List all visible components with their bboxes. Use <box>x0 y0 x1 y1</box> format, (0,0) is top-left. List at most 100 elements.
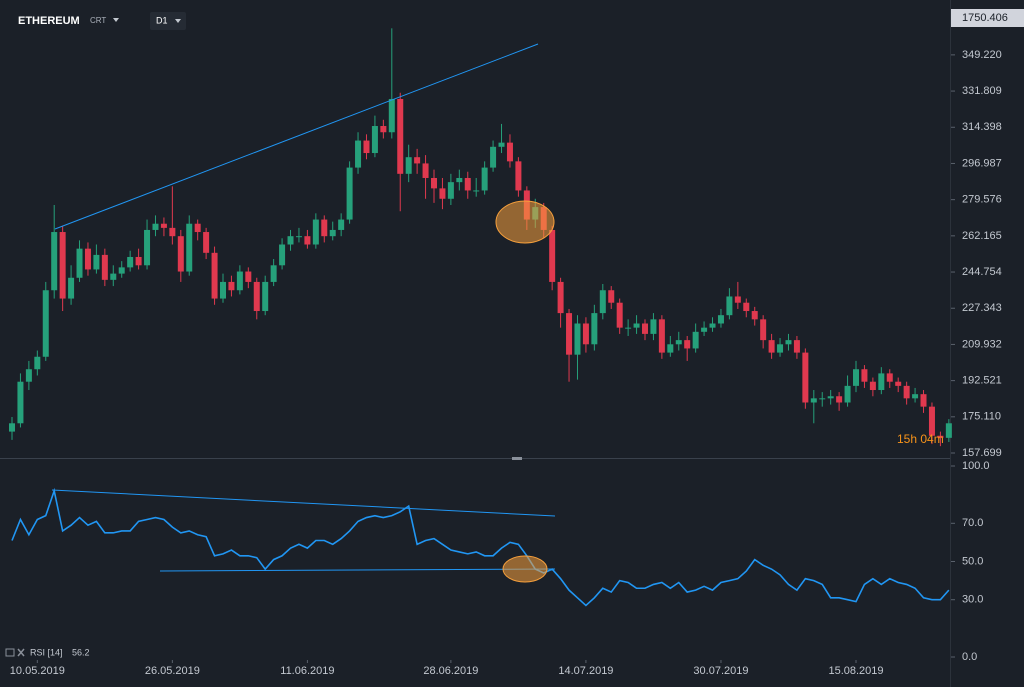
candle-body <box>456 177 463 183</box>
candle-body <box>93 254 100 270</box>
candle-body <box>211 252 218 299</box>
rsi-line <box>11 487 950 607</box>
candle-body <box>717 315 724 324</box>
candle-body <box>304 236 311 245</box>
candle-body <box>591 313 598 345</box>
candle-body <box>431 177 437 189</box>
candle-body <box>582 323 589 345</box>
candle-body <box>768 340 775 353</box>
candle-body <box>228 281 235 291</box>
candle-body <box>473 190 480 192</box>
candle-body <box>895 381 902 386</box>
dropdown-arrow[interactable] <box>175 19 181 23</box>
candle-body <box>380 126 387 133</box>
candle-body <box>777 344 784 353</box>
y-tick-label: 244.754 <box>962 266 1002 278</box>
indicator-name: RSI [14] <box>30 647 63 657</box>
y-tick-label: 262.165 <box>962 230 1002 242</box>
y-tick-label: 209.932 <box>962 338 1002 350</box>
indicator-close-icon[interactable] <box>17 648 25 657</box>
candle-body <box>101 254 108 280</box>
y-tick-label: 349.220 <box>962 49 1002 61</box>
candle-body <box>616 302 623 328</box>
candle-body <box>279 244 286 266</box>
symbol[interactable]: ETHEREUM <box>18 15 80 27</box>
candle-body <box>599 290 606 314</box>
y-tick-label: 331.809 <box>962 85 1002 97</box>
x-tick-label: 28.06.2019 <box>423 665 478 677</box>
candle-body <box>135 256 142 266</box>
y-tick-label: 100.0 <box>962 460 990 472</box>
candle-body <box>144 229 151 266</box>
candle-body <box>684 340 691 349</box>
candle-body <box>84 248 91 270</box>
candle-body <box>447 182 454 199</box>
candle-body <box>110 273 117 280</box>
candle-body <box>355 140 362 168</box>
candle-body <box>346 167 353 220</box>
candle-body <box>650 319 657 334</box>
x-tick-label: 15.08.2019 <box>828 665 883 677</box>
candle-body <box>177 236 184 272</box>
trend-line <box>54 43 539 230</box>
y-tick-label: 157.699 <box>962 447 1002 459</box>
x-tick-label: 30.07.2019 <box>693 665 748 677</box>
candle-body <box>912 394 919 399</box>
candle-body <box>270 265 277 282</box>
highlight-ellipse <box>495 200 555 244</box>
candle-body <box>506 142 513 162</box>
candle-body <box>557 281 564 314</box>
x-tick-label: 10.05.2019 <box>10 665 65 677</box>
candle-body <box>152 223 159 230</box>
highlight-ellipse <box>502 555 548 583</box>
candle-body <box>692 331 699 349</box>
indicator-value: 56.2 <box>72 647 90 657</box>
timeframe-box[interactable] <box>150 12 186 30</box>
dropdown-arrow[interactable] <box>113 18 119 22</box>
candle-body <box>186 223 193 272</box>
candle-body <box>793 340 800 353</box>
candle-body <box>220 281 226 299</box>
candle-body <box>321 219 328 237</box>
candle-body <box>51 232 58 291</box>
candle-body <box>658 319 665 353</box>
panel-resize-handle[interactable] <box>512 457 522 460</box>
candle-body <box>34 356 41 370</box>
trend-line <box>51 489 556 517</box>
candle-body <box>160 223 167 228</box>
candle-body <box>312 219 319 245</box>
candle-body <box>295 236 302 238</box>
price-tag: 1750.406 <box>962 12 1008 24</box>
candle-body <box>42 290 49 357</box>
candle-body <box>625 327 632 329</box>
candle-body <box>920 394 927 407</box>
candle-body <box>287 236 294 245</box>
candle-body <box>464 177 471 191</box>
y-tick-label: 50.0 <box>962 555 983 567</box>
x-tick-label: 14.07.2019 <box>558 665 613 677</box>
candle-body <box>127 256 134 268</box>
y-tick-label: 30.0 <box>962 594 983 606</box>
candle-body <box>903 385 910 399</box>
candle-body <box>608 290 615 303</box>
candle-body <box>709 323 716 328</box>
candle-body <box>414 157 421 164</box>
candle-body <box>760 319 767 341</box>
candle-body <box>262 281 269 312</box>
candle-body <box>869 381 876 391</box>
indicator-icon[interactable] <box>5 648 15 657</box>
candle-body <box>397 98 404 174</box>
timeframe[interactable]: D1 <box>156 15 168 25</box>
candle-body <box>836 396 843 403</box>
candle-body <box>169 227 176 237</box>
candle-body <box>68 277 75 299</box>
annotations <box>51 43 556 583</box>
chart-style[interactable]: CRT <box>90 16 106 25</box>
candle-body <box>329 229 336 237</box>
candle-body <box>490 146 497 168</box>
y-tick-label: 296.987 <box>962 157 1002 169</box>
candle-body <box>743 302 750 312</box>
candle-body <box>363 140 370 154</box>
candle-body <box>785 340 792 345</box>
